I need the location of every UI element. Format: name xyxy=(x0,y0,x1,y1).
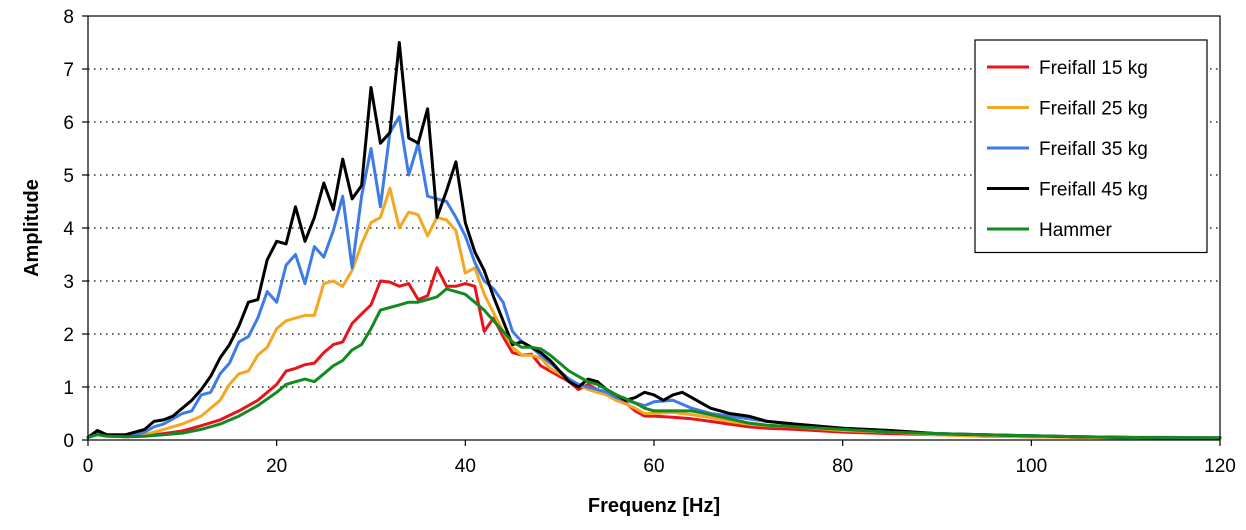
series-line-5 xyxy=(86,287,1222,440)
y-tick-label: 5 xyxy=(63,166,74,187)
series-line-4 xyxy=(86,41,1222,440)
x-tick-label: 40 xyxy=(455,456,476,477)
x-axis-title: Frequenz [Hz] xyxy=(588,495,720,517)
y-tick-label: 0 xyxy=(63,431,74,452)
legend-label: Freifall 35 kg xyxy=(1039,139,1148,160)
legend-box xyxy=(974,39,1208,254)
y-tick-label: 3 xyxy=(63,272,74,293)
x-tick-label: 0 xyxy=(83,456,94,477)
legend-label: Freifall 45 kg xyxy=(1039,180,1148,201)
x-tick-label: 20 xyxy=(266,456,287,477)
x-tick-label: 60 xyxy=(643,456,664,477)
legend-label: Freifall 25 kg xyxy=(1039,99,1148,120)
legend-label: Freifall 15 kg xyxy=(1039,58,1148,79)
legend-label: Hammer xyxy=(1039,220,1113,241)
x-tick-label: 120 xyxy=(1204,456,1236,477)
y-tick-label: 1 xyxy=(63,378,74,399)
y-tick-label: 2 xyxy=(63,325,74,346)
series-line-3 xyxy=(86,115,1222,440)
series-lines xyxy=(86,41,1222,440)
series-line-2 xyxy=(86,186,1222,440)
legend: Freifall 15 kg Freifall 25 kg Freifall 35 … xyxy=(974,39,1208,254)
y-tick-label: 7 xyxy=(63,60,74,81)
y-tick-label: 8 xyxy=(63,7,74,28)
y-axis-title: Amplitude xyxy=(21,179,43,277)
x-tick-label: 80 xyxy=(832,456,853,477)
x-tick-label: 100 xyxy=(1015,456,1047,477)
y-tick-label: 4 xyxy=(63,219,74,240)
series-line-1 xyxy=(86,266,1222,440)
y-tick-label: 6 xyxy=(63,113,74,134)
